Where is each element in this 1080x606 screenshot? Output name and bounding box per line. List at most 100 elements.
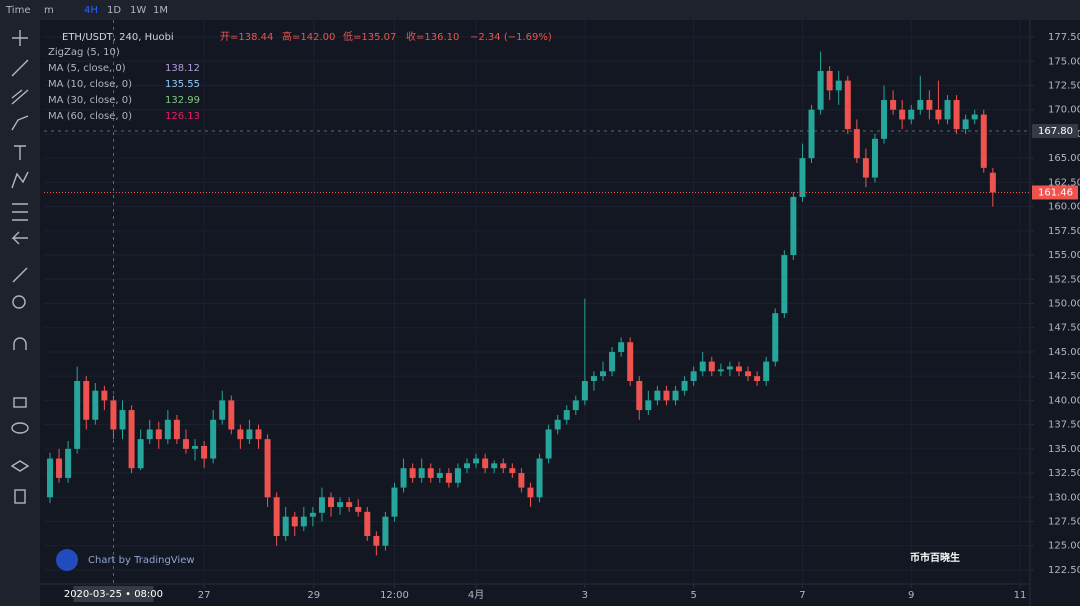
candle-body (182, 439, 189, 449)
tool-pattern[interactable] (11, 171, 29, 189)
y-tick-label: 152.50 (1048, 274, 1080, 285)
indicator-value: 132.99 (165, 95, 200, 106)
candle-body (817, 70, 824, 110)
x-tick-label: 3 (582, 590, 588, 601)
indicator-name[interactable]: MA (30, close, 0) (48, 95, 132, 106)
candle-body (46, 458, 53, 498)
candle-body (264, 439, 271, 498)
candle-body (862, 158, 869, 178)
candle-body (346, 502, 353, 507)
y-tick-label: 160.00 (1048, 202, 1080, 213)
candle-body (799, 158, 806, 197)
candle-body (962, 119, 969, 130)
candle-body (881, 100, 888, 139)
candle-body (545, 429, 552, 459)
candle-body (989, 172, 996, 193)
candle-body (763, 361, 770, 382)
indicator-name[interactable]: ZigZag (5, 10) (48, 47, 120, 58)
candle-body (436, 473, 443, 478)
candle-body (418, 468, 425, 478)
candle-body (373, 536, 380, 546)
candle-body (300, 516, 307, 527)
y-tick-label: 170.00 (1048, 105, 1080, 116)
candle-body (110, 400, 117, 430)
candle-body (382, 516, 389, 546)
tool-eye[interactable] (11, 422, 29, 434)
candle-body (201, 445, 208, 459)
candle-body (74, 381, 81, 449)
tv-watermark: Chart by TradingView (88, 555, 195, 566)
tool-layers[interactable] (10, 460, 30, 472)
candle-body (917, 100, 924, 110)
legend-open: 开=138.44 (220, 32, 273, 43)
tool-line[interactable] (11, 59, 29, 77)
candle-body (853, 129, 860, 159)
candle-body (56, 458, 63, 478)
tool-ruler[interactable] (12, 267, 28, 283)
candle-body (83, 381, 90, 420)
x-tick-label: 27 (198, 590, 211, 601)
candle-body (754, 376, 761, 382)
toolbar-item[interactable]: 4H (84, 5, 98, 16)
toolbar-item[interactable]: 1W (130, 5, 146, 16)
y-tick-label: 162.50 (1048, 177, 1080, 188)
candle-body (581, 381, 588, 401)
candle-body (65, 448, 72, 478)
candle-body (654, 390, 661, 401)
toolbar-item[interactable]: m (44, 5, 54, 16)
candle-body (926, 100, 933, 110)
toolbar-item[interactable]: 1D (107, 5, 121, 16)
indicator-value: 126.13 (165, 111, 200, 122)
candle-body (309, 512, 316, 517)
indicator-name[interactable]: MA (60, close, 0) (48, 111, 132, 122)
tool-zoom[interactable] (12, 295, 26, 309)
y-tick-label: 122.50 (1048, 565, 1080, 576)
candle-body (690, 371, 697, 382)
candle-body (164, 419, 171, 440)
x-tick-label: 4月 (468, 589, 484, 601)
candle-body (572, 400, 579, 411)
tool-trash[interactable] (14, 489, 26, 504)
candle-body (464, 463, 471, 469)
candle-body (255, 429, 262, 440)
candle-body (337, 502, 344, 507)
candle-body (663, 390, 670, 401)
toolbar-item[interactable]: 1M (153, 5, 168, 16)
toolbar-item[interactable]: Time (5, 5, 30, 16)
drawing-tools[interactable] (10, 30, 30, 504)
tool-fib[interactable] (11, 89, 29, 105)
indicator-name[interactable]: MA (5, close, 0) (48, 63, 126, 74)
candle-body (228, 400, 235, 430)
candle-body (509, 468, 516, 474)
candle-body (790, 196, 797, 256)
candle-body (908, 109, 915, 120)
tool-brush[interactable] (11, 115, 29, 131)
tool-text[interactable] (14, 145, 26, 160)
legend-high: 高=142.00 (282, 30, 335, 43)
y-tick-label: 150.00 (1048, 299, 1080, 310)
candle-body (237, 429, 244, 440)
indicator-name[interactable]: MA (10, close, 0) (48, 79, 132, 90)
tool-cross[interactable] (12, 30, 28, 46)
candle-body (527, 487, 534, 498)
candle-body (699, 361, 706, 372)
candle-body (273, 497, 280, 537)
tool-magnet[interactable] (13, 337, 27, 350)
y-tick-label: 140.00 (1048, 395, 1080, 406)
candle-body (92, 390, 99, 420)
x-tick-label: 5 (690, 590, 696, 601)
tool-lock[interactable] (13, 397, 27, 408)
x-tick-label: 11 (1014, 590, 1027, 601)
candle-body (808, 109, 815, 159)
candle-body (953, 100, 960, 130)
y-tick-label: 142.50 (1048, 371, 1080, 382)
tool-back[interactable] (11, 231, 28, 245)
y-tick-label: 147.50 (1048, 323, 1080, 334)
y-tick-label: 130.00 (1048, 492, 1080, 503)
candle-body (137, 439, 144, 469)
tool-forecast[interactable] (12, 203, 28, 221)
candle-body (409, 468, 416, 478)
candle-body (101, 390, 108, 401)
candle-body (844, 80, 851, 130)
legend-change: −2.34 (−1.69%) (470, 32, 552, 43)
